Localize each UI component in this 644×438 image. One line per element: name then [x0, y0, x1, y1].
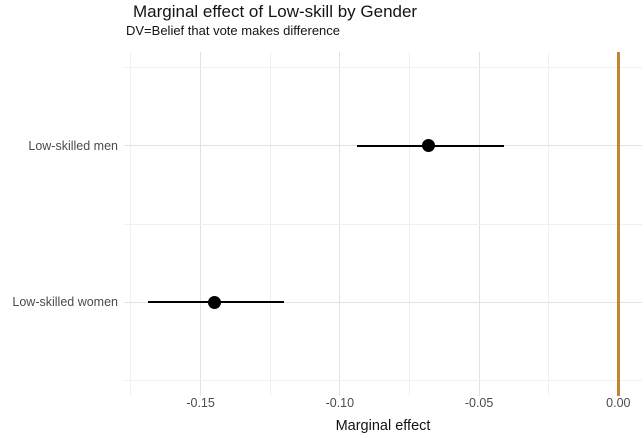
y-axis-label: Low-skilled men [28, 138, 118, 153]
y-gridline-minor [124, 379, 642, 381]
plot-panel [124, 52, 642, 396]
x-axis-title: Marginal effect [335, 418, 431, 434]
y-axis-label: Low-skilled women [12, 295, 118, 310]
chart-title: Marginal effect of Low-skill by Gender [133, 2, 418, 21]
x-tick-label: -0.05 [464, 396, 494, 410]
y-gridline-minor [124, 67, 642, 69]
chart-subtitle: DV=Belief that vote makes difference [126, 23, 341, 38]
x-tick-label: -0.15 [186, 396, 215, 410]
x-tick-label: 0.00 [606, 396, 631, 410]
x-tick-label: -0.10 [325, 396, 355, 410]
point-estimate [208, 295, 221, 309]
zero-reference-line [616, 52, 620, 396]
y-gridline-major [124, 301, 642, 303]
y-gridline-minor [124, 223, 642, 225]
point-estimate [422, 139, 436, 153]
